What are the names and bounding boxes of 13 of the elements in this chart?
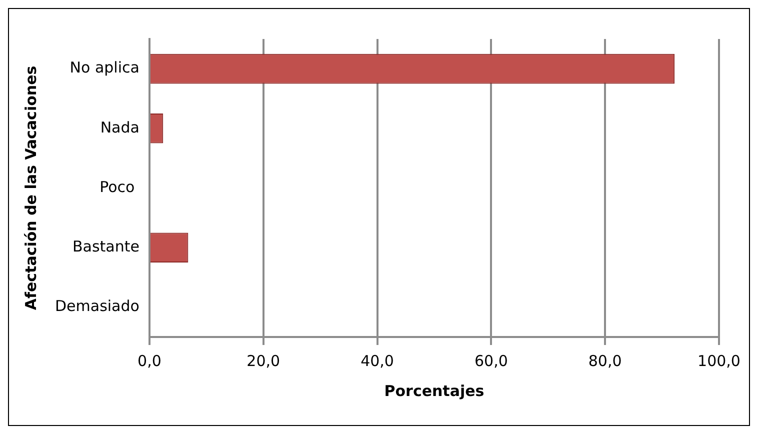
y-tick-label: No aplica	[70, 58, 140, 77]
x-tick-label: 60,0	[474, 352, 508, 370]
x-tick-label: 80,0	[588, 352, 622, 370]
y-tick-label: Nada	[100, 118, 140, 136]
y-axis-title: Afectación de las Vacaciones	[22, 66, 40, 310]
y-tick-label: Poco	[100, 178, 140, 196]
x-tick-label: 20,0	[246, 352, 280, 370]
x-axis-title: Porcentajes	[384, 382, 484, 400]
y-tick-label: Demasiado	[54, 297, 140, 316]
x-tick-label: 0,0	[138, 352, 162, 370]
x-tick-label: 100,0	[698, 352, 740, 370]
y-tick-label: Bastante	[72, 237, 140, 256]
x-tick-label: 40,0	[360, 352, 394, 370]
